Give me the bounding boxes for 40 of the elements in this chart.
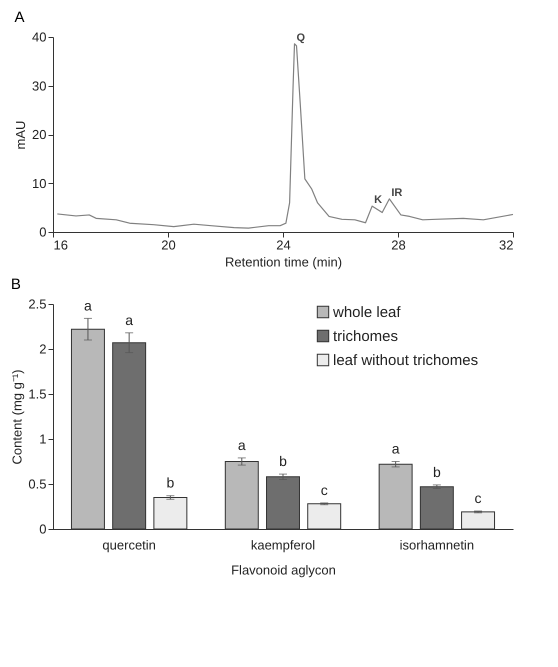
y-tick-label: 0	[39, 522, 46, 536]
data-label: c	[320, 482, 328, 498]
y-tick-label: 10	[32, 176, 46, 191]
legend-label: whole leaf	[332, 304, 402, 321]
x-tick-label: isorhamnetin	[400, 538, 474, 552]
data-label: c	[474, 490, 482, 506]
chart-title: A	[14, 9, 25, 26]
y-axis-title: Content (mg g⁻¹)	[9, 369, 24, 465]
data-label: b	[166, 474, 174, 491]
x-tick-label: 32	[499, 238, 514, 252]
annotation: IR	[391, 186, 402, 199]
x-tick-label: 24	[276, 238, 291, 252]
chart-title: B	[10, 276, 21, 293]
y-tick-label: 40	[32, 30, 46, 44]
y-tick-label: 2.5	[28, 296, 46, 312]
x-axis-title: Retention time (min)	[224, 254, 342, 270]
y-tick-label: 0.5	[28, 476, 46, 492]
legend-label: trichomes	[333, 328, 398, 345]
y-tick-label: 0	[39, 224, 46, 240]
data-label: a	[125, 312, 134, 328]
data-label: b	[279, 453, 288, 470]
x-tick-label: kaempferol	[250, 538, 316, 552]
y-axis-title: mAU	[13, 120, 28, 150]
y-tick-label: 2	[39, 342, 46, 356]
y-tick-label: 30	[32, 78, 46, 94]
y-tick-label: 20	[32, 127, 46, 142]
annotation: K	[374, 194, 382, 206]
data-label: b	[432, 464, 441, 480]
data-label: a	[84, 297, 92, 314]
x-tick-label: 16	[54, 238, 68, 252]
x-axis-title: Flavonoid aglycon	[231, 562, 336, 578]
legend-label: leaf without trichomes	[333, 352, 478, 369]
data-label: a	[238, 436, 246, 453]
data-label: a	[392, 440, 400, 456]
y-tick-label: 1	[39, 432, 46, 446]
x-tick-label: 20	[161, 238, 176, 252]
x-tick-label: quercetin	[102, 538, 156, 552]
y-tick-label: 1.5	[28, 386, 46, 402]
annotation: Q	[296, 32, 306, 44]
x-tick-label: 28	[391, 238, 406, 252]
